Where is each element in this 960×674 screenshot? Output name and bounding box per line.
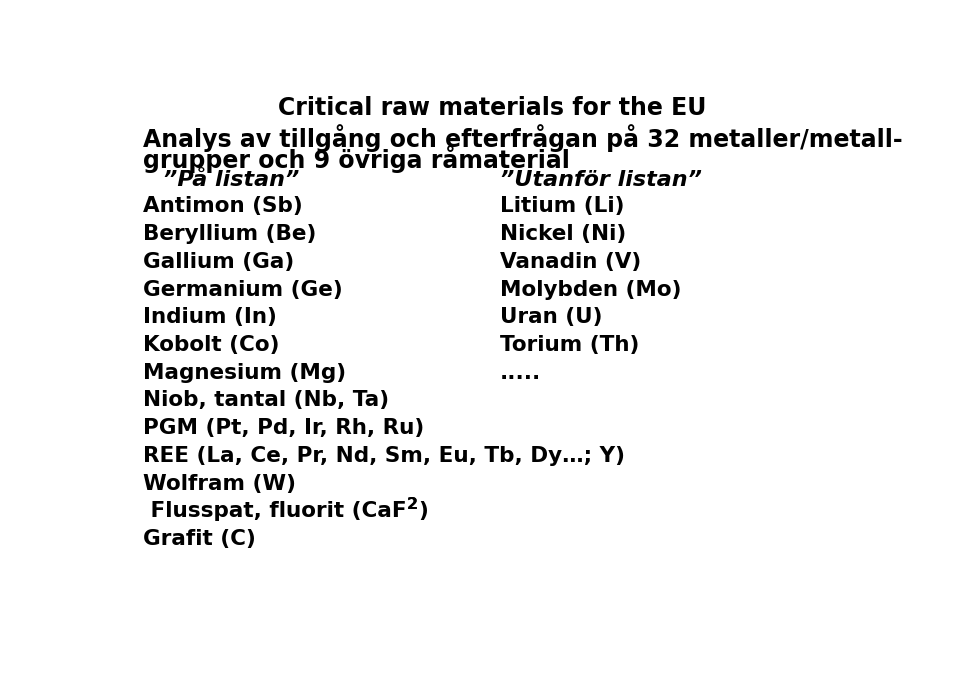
Text: Antimon (Sb): Antimon (Sb) [143,196,303,216]
Text: Torium (Th): Torium (Th) [500,335,639,355]
Text: Beryllium (Be): Beryllium (Be) [143,224,317,244]
Text: Grafit (C): Grafit (C) [143,529,256,549]
Text: .....: ..... [500,363,541,383]
Text: Magnesium (Mg): Magnesium (Mg) [143,363,347,383]
Text: Litium (Li): Litium (Li) [500,196,624,216]
Text: PGM (Pt, Pd, Ir, Rh, Ru): PGM (Pt, Pd, Ir, Rh, Ru) [143,418,424,438]
Text: ”På listan”: ”På listan” [162,171,299,190]
Text: Vanadin (V): Vanadin (V) [500,252,641,272]
Text: Uran (U): Uran (U) [500,307,602,328]
Text: Nickel (Ni): Nickel (Ni) [500,224,626,244]
Text: Indium (In): Indium (In) [143,307,277,328]
Text: Germanium (Ge): Germanium (Ge) [143,280,343,299]
Text: Molybden (Mo): Molybden (Mo) [500,280,682,299]
Text: Wolfram (W): Wolfram (W) [143,474,297,493]
Text: ”Utanför listan”: ”Utanför listan” [500,171,702,190]
Text: 2: 2 [407,497,418,512]
Text: REE (La, Ce, Pr, Nd, Sm, Eu, Tb, Dy…; Y): REE (La, Ce, Pr, Nd, Sm, Eu, Tb, Dy…; Y) [143,446,625,466]
Text: Kobolt (Co): Kobolt (Co) [143,335,279,355]
Text: Flusspat, fluorit (CaF: Flusspat, fluorit (CaF [143,501,407,521]
Text: Niob, tantal (Nb, Ta): Niob, tantal (Nb, Ta) [143,390,390,410]
Text: Analys av tillgång och efterfrågan på 32 metaller/metall-: Analys av tillgång och efterfrågan på 32… [143,124,902,152]
Text: 2: 2 [407,497,418,512]
Text: ): ) [418,501,428,521]
Text: grupper och 9 övriga råmaterial: grupper och 9 övriga råmaterial [143,145,570,173]
Text: Gallium (Ga): Gallium (Ga) [143,252,295,272]
Text: Critical raw materials for the EU: Critical raw materials for the EU [277,96,707,119]
